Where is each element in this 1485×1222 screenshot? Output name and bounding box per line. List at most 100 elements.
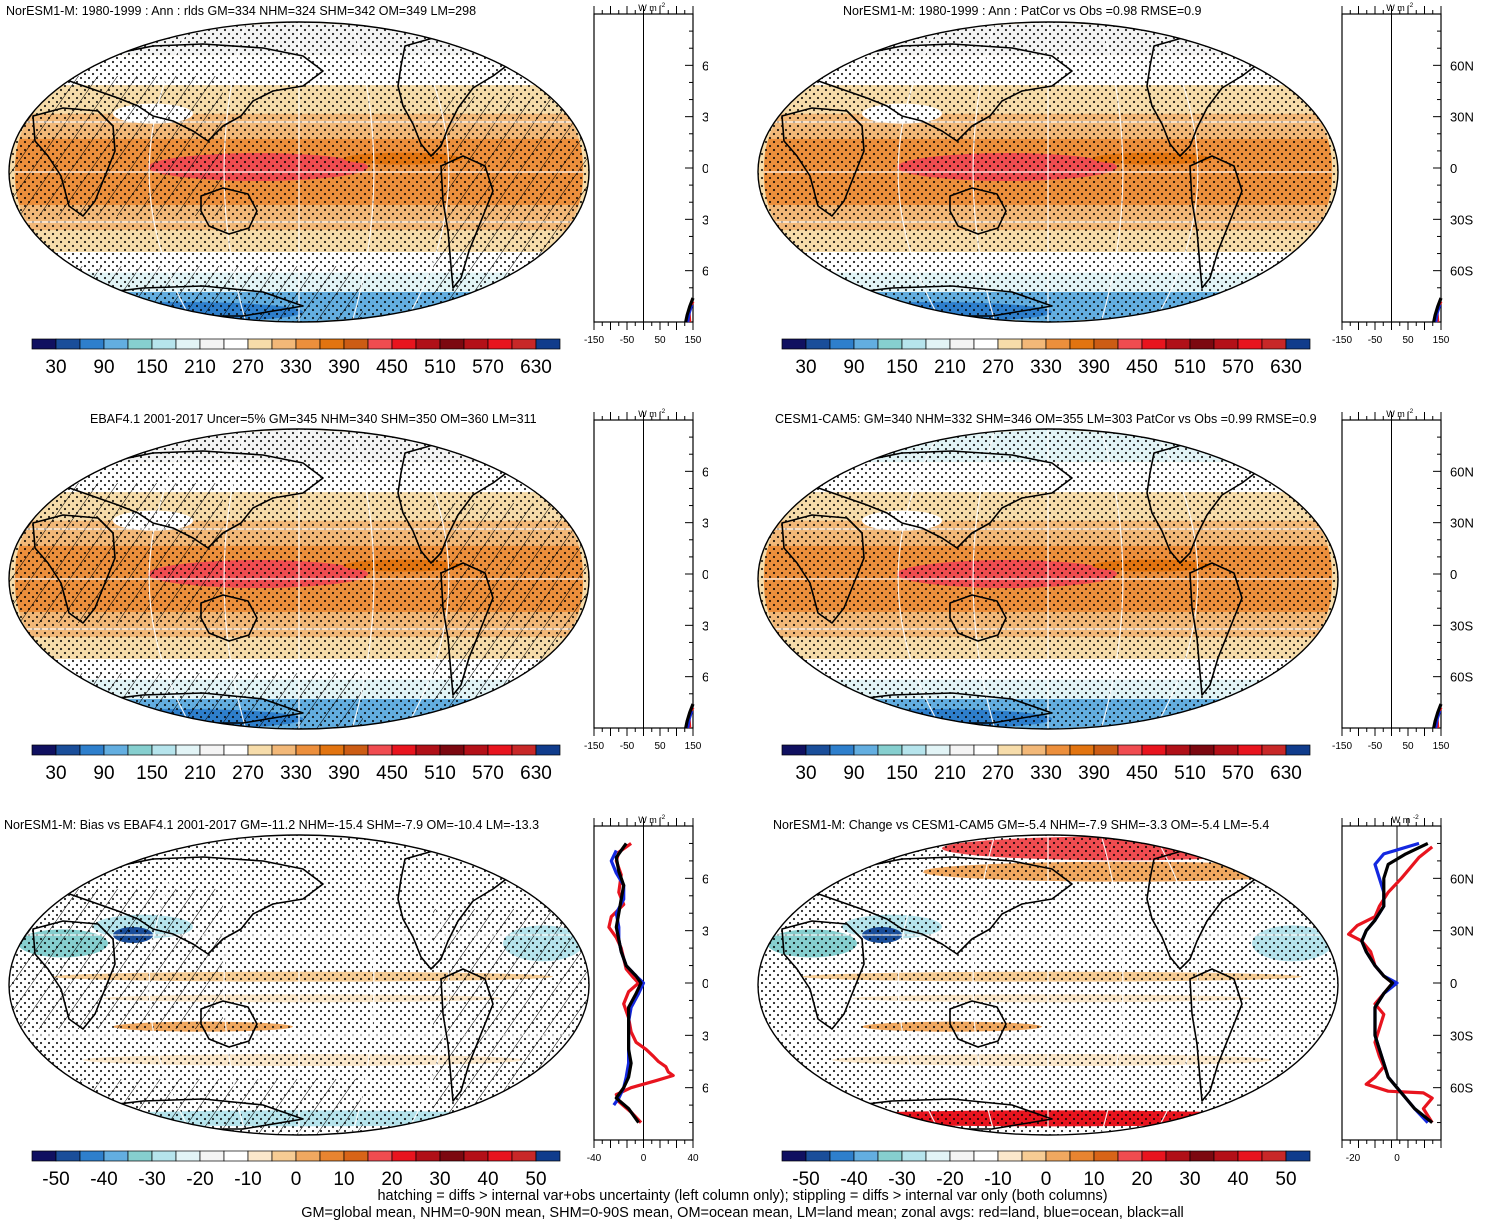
colorbar-swatch — [463, 338, 489, 350]
colorbar-swatch — [1261, 338, 1287, 350]
colorbar-tick-label: 30 — [795, 763, 816, 784]
profile-lat-label: 60N — [702, 871, 708, 886]
colorbar-swatch — [343, 744, 369, 756]
colorbar-tick-label: -30 — [138, 1169, 165, 1190]
map-cesm — [757, 428, 1339, 730]
coastline — [1176, 835, 1223, 854]
coastline — [440, 155, 494, 289]
graticule-lon — [404, 835, 450, 1135]
colorbar-swatch — [535, 1150, 561, 1162]
graticule-lon — [972, 429, 996, 729]
colorbar-tick-label: 450 — [376, 357, 408, 378]
profile-lat-label: 30S — [702, 212, 708, 227]
panel-title-model-climatology: NorESM1-M: 1980-1999 : Ann : rlds GM=334… — [6, 4, 477, 18]
colorbar-swatch — [949, 744, 975, 756]
colorbar-tick-label: 20 — [381, 1169, 402, 1190]
coastline — [200, 187, 258, 235]
colorbar-swatch — [151, 744, 177, 756]
profile-x-tick-label: 50 — [1402, 335, 1414, 346]
coastline — [60, 450, 324, 549]
profile-series-all — [684, 297, 695, 323]
graticule-lon — [1153, 22, 1199, 322]
colorbar-tick-label: 570 — [1222, 357, 1254, 378]
profile-lat-label: 0 — [702, 567, 708, 582]
profile-lat-label: 60S — [702, 264, 708, 279]
profile-units-exponent: -2 — [1408, 408, 1414, 415]
colorbar-swatch — [1093, 1150, 1119, 1162]
colorbar-swatch — [829, 744, 855, 756]
colorbar-swatch — [1069, 744, 1095, 756]
coastline — [949, 594, 1007, 642]
colorbar-tick-label: 270 — [232, 763, 264, 784]
map-change — [757, 834, 1339, 1136]
profile-x-tick-label: -50 — [620, 335, 635, 346]
colorbar-swatch — [877, 1150, 903, 1162]
colorbar-swatch — [805, 1150, 831, 1162]
map-observations — [8, 428, 590, 730]
colorbar-swatch — [1237, 744, 1263, 756]
profile-x-tick-label: -150 — [1332, 741, 1352, 752]
map-frame — [757, 428, 1339, 730]
colorbar-swatch — [391, 338, 417, 350]
colorbar-change: -50 -40 -30 -20 -10 0 10 20 30 40 50 — [781, 1150, 1311, 1190]
colorbar-tick-label: 510 — [424, 357, 456, 378]
coastline — [781, 514, 865, 624]
profile-lat-label: 60S — [702, 670, 708, 685]
coastline — [809, 450, 1073, 549]
colorbar-swatch — [487, 744, 513, 756]
coastline — [32, 514, 116, 624]
coastline — [32, 920, 116, 1030]
zonal-profile-bias: W m-2 60N 30N 0 30S 60S -40 0 40 — [587, 814, 708, 1164]
colorbar-tick-label: -10 — [234, 1169, 261, 1190]
colorbar-tick-label: 630 — [1270, 357, 1302, 378]
colorbar-swatch — [79, 744, 105, 756]
colorbar-tick-label: -50 — [42, 1169, 69, 1190]
colorbar-swatch — [1189, 1150, 1215, 1162]
profile-lat-label: 0 — [702, 976, 708, 991]
colorbar-swatch — [1213, 744, 1239, 756]
colorbar-swatch — [1093, 744, 1119, 756]
coastline — [60, 856, 324, 955]
map-field — [758, 22, 1338, 322]
colorbar-swatch — [1045, 338, 1071, 350]
coastline — [440, 968, 494, 1102]
profile-units-label: W m — [1392, 815, 1411, 825]
colorbar-swatch — [925, 338, 951, 350]
colorbar-swatch — [877, 338, 903, 350]
colorbar-swatch — [1117, 338, 1143, 350]
map-field — [9, 22, 589, 322]
graticule-lon — [1100, 429, 1124, 729]
profile-x-tick-label: 150 — [1433, 335, 1450, 346]
coastline — [32, 107, 116, 217]
colorbar-swatch — [439, 744, 465, 756]
profile-lat-label: 0 — [1450, 976, 1457, 991]
profile-x-tick-label: -20 — [1346, 1153, 1361, 1164]
colorbar-tick-label: 150 — [136, 763, 168, 784]
colorbar-swatch — [487, 338, 513, 350]
colorbar-swatch — [1261, 1150, 1287, 1162]
hatching — [9, 76, 223, 216]
profile-axes — [1341, 412, 1442, 736]
coastline — [1189, 562, 1243, 696]
colorbar-swatch — [319, 338, 345, 350]
colorbar-swatch — [1165, 744, 1191, 756]
zonal-profile-cesm: W m -2 60N 30N 0 30S 60S -150 -50 50 150 — [1332, 408, 1474, 752]
colorbar-tick-label: 630 — [1270, 763, 1302, 784]
graticule-lon — [897, 22, 943, 322]
profile-lat-label: 30N — [1450, 516, 1474, 531]
colorbar-swatch — [295, 744, 321, 756]
colorbar-tick-label: 0 — [1041, 1169, 1052, 1190]
colorbar-swatch — [853, 1150, 879, 1162]
colorbar-swatch — [271, 744, 297, 756]
hatching — [63, 266, 363, 322]
colorbar-tick-label: 330 — [1030, 357, 1062, 378]
colorbar-swatch — [925, 744, 951, 756]
coastline — [809, 856, 1073, 955]
colorbar-tick-label: 510 — [1174, 357, 1206, 378]
colorbar-swatch — [997, 1150, 1023, 1162]
colorbar-cesm: 30 90 150 210 270 330 390 450 510 570 630 — [781, 744, 1311, 784]
profile-lat-label: 60N — [1450, 464, 1474, 479]
colorbar-swatch — [199, 338, 225, 350]
map-frame — [8, 834, 590, 1136]
profile-x-tick-label: -50 — [620, 741, 635, 752]
